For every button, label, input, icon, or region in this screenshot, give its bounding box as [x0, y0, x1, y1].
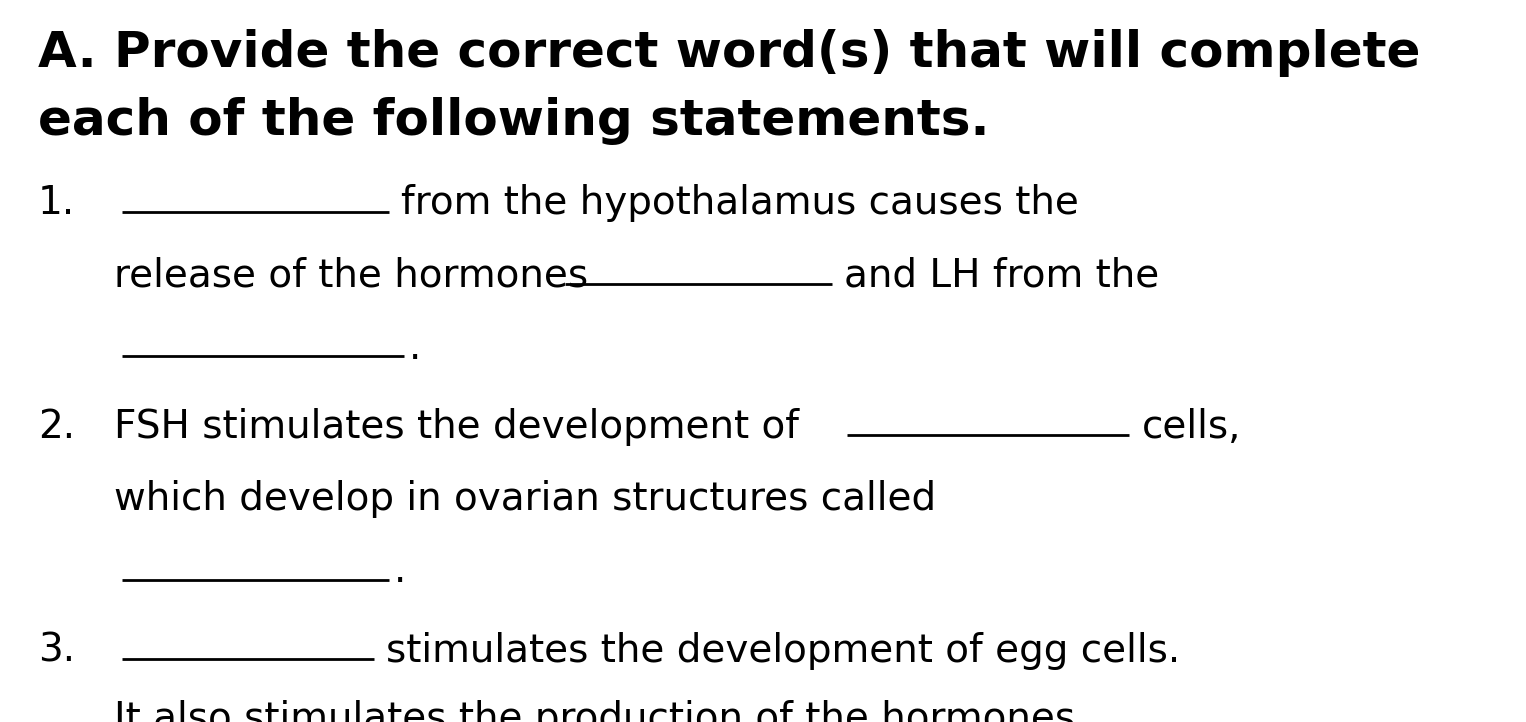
Text: release of the hormones: release of the hormones	[114, 256, 589, 295]
Text: 1.: 1.	[38, 184, 75, 222]
Text: cells,: cells,	[1141, 408, 1241, 446]
Text: from the hypothalamus causes the: from the hypothalamus causes the	[401, 184, 1079, 222]
Text: 3.: 3.	[38, 632, 75, 670]
Text: It also stimulates the production of the hormones: It also stimulates the production of the…	[114, 700, 1076, 722]
Text: .: .	[409, 329, 421, 367]
Text: .: .	[394, 552, 406, 591]
Text: stimulates the development of egg cells.: stimulates the development of egg cells.	[386, 632, 1180, 670]
Text: 2.: 2.	[38, 408, 75, 446]
Text: FSH stimulates the development of: FSH stimulates the development of	[114, 408, 800, 446]
Text: which develop in ovarian structures called: which develop in ovarian structures call…	[114, 480, 937, 518]
Text: A. Provide the correct word(s) that will complete: A. Provide the correct word(s) that will…	[38, 29, 1421, 77]
Text: and LH from the: and LH from the	[844, 256, 1160, 295]
Text: each of the following statements.: each of the following statements.	[38, 97, 990, 145]
